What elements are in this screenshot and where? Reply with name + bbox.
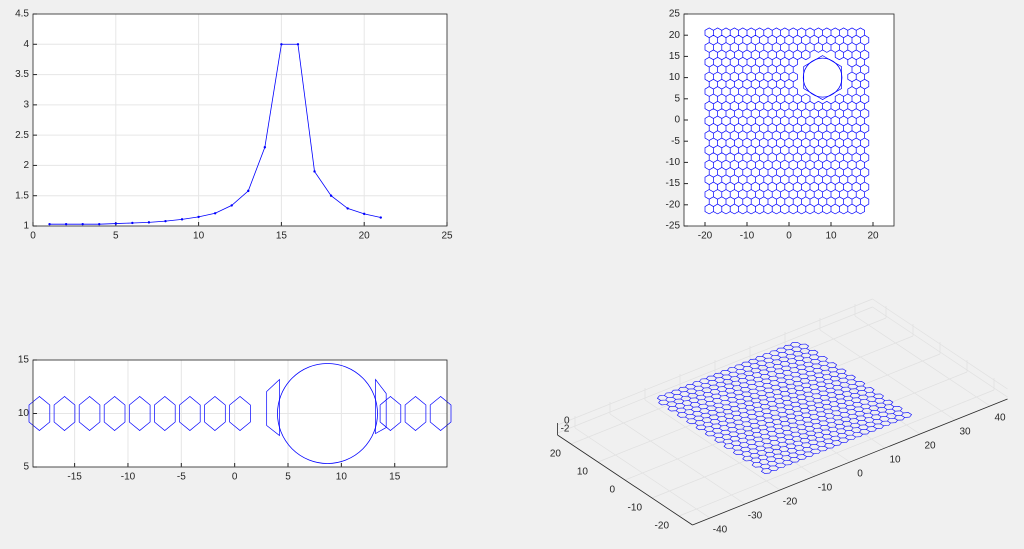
mesh xyxy=(704,27,870,215)
y-tick-label: 10 xyxy=(577,467,589,478)
y-tick-label: 0 xyxy=(674,115,680,126)
x-tick-label: 20 xyxy=(924,441,936,452)
y-tick-label: 4 xyxy=(23,39,29,50)
x-tick-label: 0 xyxy=(232,472,238,483)
x-tick-label: -30 xyxy=(748,511,763,522)
axis-line xyxy=(557,434,693,526)
x-tick-label: 0 xyxy=(786,231,792,242)
x-tick-label: -40 xyxy=(713,525,728,536)
x-tick-label: 15 xyxy=(276,231,288,242)
x-tick-label: 5 xyxy=(113,231,119,242)
grid-line xyxy=(872,306,1008,398)
z-tick-label: 0 xyxy=(564,416,570,427)
marker xyxy=(346,207,349,210)
marker xyxy=(147,221,151,224)
marker xyxy=(363,212,366,216)
y-tick-label: 3.5 xyxy=(15,69,29,80)
y-tick-label: -10 xyxy=(628,503,643,514)
y-tick-label: 15 xyxy=(669,51,681,62)
marker xyxy=(379,216,382,219)
y-tick-label: -15 xyxy=(666,178,681,189)
marker xyxy=(48,222,51,226)
y-tick-label: 1 xyxy=(23,221,29,232)
y-tick-label: 10 xyxy=(669,72,681,83)
marker xyxy=(329,194,333,197)
marker xyxy=(296,43,300,46)
marker xyxy=(98,222,101,226)
marker xyxy=(213,212,217,215)
mesh xyxy=(656,341,913,474)
x-tick-label: 5 xyxy=(285,472,291,483)
x-tick-label: -10 xyxy=(121,472,136,483)
marker xyxy=(313,170,316,173)
y-tick-label: 15 xyxy=(18,355,30,366)
hole xyxy=(802,57,843,98)
y-tick-label: 3 xyxy=(23,99,29,110)
y-tick-label: 25 xyxy=(669,9,681,20)
grid-line xyxy=(651,371,968,499)
marker xyxy=(81,222,84,226)
y-tick-label: 4.5 xyxy=(15,9,29,20)
x-tick-label: 40 xyxy=(994,413,1006,424)
y-tick-label: -20 xyxy=(666,199,681,210)
x-tick-label: 10 xyxy=(336,472,348,483)
marker xyxy=(64,222,68,226)
x-tick-label: 25 xyxy=(441,231,453,242)
x-tick-label: -10 xyxy=(740,231,755,242)
x-tick-label: 0 xyxy=(857,469,863,480)
x-tick-label: 10 xyxy=(825,231,837,242)
x-tick-label: 10 xyxy=(889,455,901,466)
marker xyxy=(164,219,167,223)
marker xyxy=(230,204,233,207)
axes-background xyxy=(33,14,447,226)
x-tick-label: -5 xyxy=(177,472,186,483)
marker xyxy=(197,215,200,219)
y-tick-label: 2.5 xyxy=(15,130,29,141)
grid-line xyxy=(570,317,887,445)
axes-box xyxy=(32,359,448,468)
y-tick-label: 5 xyxy=(23,462,29,473)
y-tick-label: 5 xyxy=(674,93,680,104)
x-tick-label: 0 xyxy=(30,231,36,242)
x-tick-label: 10 xyxy=(193,231,205,242)
y-tick-label: 1.5 xyxy=(15,190,29,201)
y-tick-label: 0 xyxy=(609,485,615,496)
y-tick-label: -25 xyxy=(666,221,681,232)
grid-line xyxy=(557,306,873,434)
axis-line xyxy=(692,398,1008,526)
grid-line xyxy=(597,335,914,463)
marker xyxy=(263,146,267,149)
x-tick-label: -20 xyxy=(698,231,713,242)
y-tick-label: -5 xyxy=(671,136,680,147)
axes-box xyxy=(32,13,448,227)
y-tick-label: 2 xyxy=(23,160,29,171)
y-tick-label: 20 xyxy=(550,449,562,460)
x-tick-label: -10 xyxy=(818,483,833,494)
marker xyxy=(280,43,283,46)
x-tick-label: -15 xyxy=(67,472,82,483)
y-tick-label: 10 xyxy=(18,408,30,419)
grid-line xyxy=(678,389,995,517)
y-tick-label: 20 xyxy=(669,30,681,41)
x-tick-label: 20 xyxy=(867,231,879,242)
grid-line xyxy=(557,298,873,426)
grid-line xyxy=(872,298,1008,390)
hole xyxy=(277,363,378,464)
x-tick-label: 15 xyxy=(389,472,401,483)
x-tick-label: -20 xyxy=(783,497,798,508)
marker xyxy=(131,221,134,225)
marker xyxy=(180,218,184,221)
x-tick-label: 30 xyxy=(959,427,971,438)
y-tick-label: -10 xyxy=(666,157,681,168)
z-tick-label: -2 xyxy=(561,424,570,435)
y-tick-label: -20 xyxy=(655,521,670,532)
x-tick-label: 20 xyxy=(359,231,371,242)
marker xyxy=(247,189,250,193)
mesh xyxy=(28,378,452,437)
axes-box xyxy=(683,13,895,227)
marker xyxy=(114,222,118,225)
